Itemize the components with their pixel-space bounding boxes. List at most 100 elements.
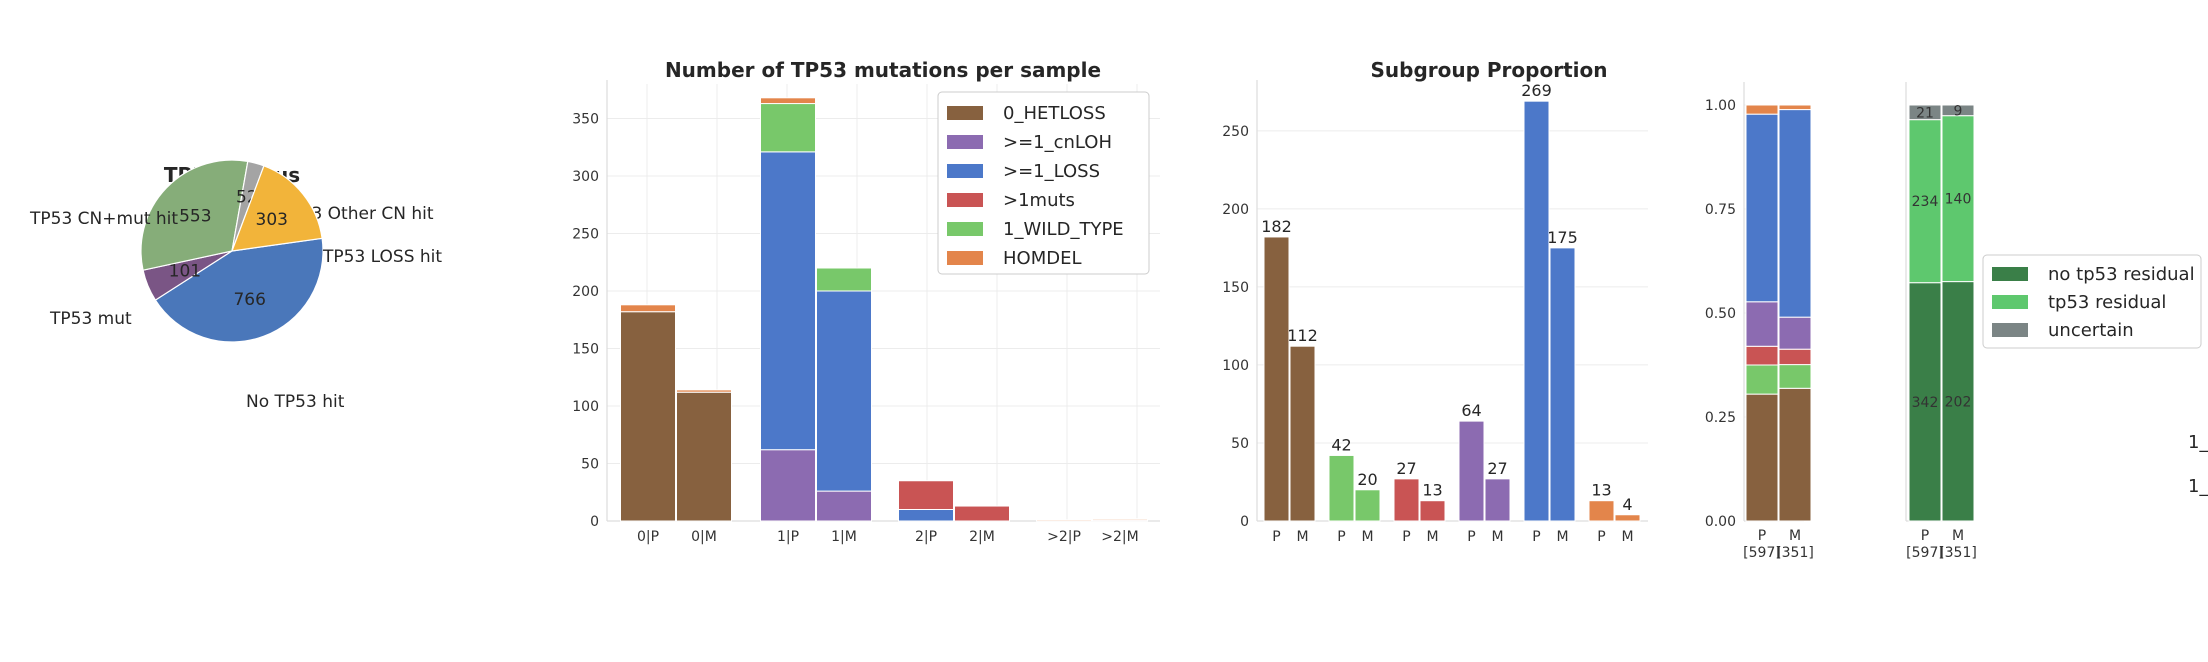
x-tick-label: M: [1491, 529, 1503, 545]
bar-value-label: 20: [1357, 470, 1377, 489]
legend-label: no tp53 residual: [2048, 264, 2195, 285]
stacked-bar-segment: [816, 290, 872, 492]
stacked-bar-segment: [816, 490, 872, 522]
y-tick-label: 0.75: [1705, 202, 1736, 218]
bar-value-label: 27: [1396, 459, 1416, 478]
y-tick-label: 0: [590, 514, 599, 530]
y-tick-label: 250: [1222, 124, 1249, 140]
stacked-bar-segment: [1092, 518, 1148, 521]
panel-title: Subgroup Proportion: [1371, 58, 1608, 82]
x-tick-label: P: [1597, 529, 1605, 545]
segment-count-label: 234: [1912, 194, 1939, 210]
x-tick-label: M: [1556, 529, 1568, 545]
stacked-bar-segment: [760, 151, 816, 451]
segment-count-label: 21: [1916, 105, 1934, 121]
x-tick-label: M: [1296, 529, 1308, 545]
legend-label: 0_HETLOSS: [1003, 103, 1106, 124]
y-tick-label: 250: [572, 227, 599, 243]
bar-value-label: 4: [1622, 495, 1632, 514]
bar: [1484, 478, 1511, 522]
stacked-bar-segment: [1778, 316, 1812, 350]
stacked-bar-segment: [1908, 119, 1942, 284]
y-tick-label: 150: [1222, 280, 1249, 296]
stacked-bar-segment: [816, 267, 872, 292]
bar: [1549, 247, 1576, 522]
bar: [1328, 454, 1355, 522]
x-tick-label: 1|M: [831, 529, 857, 545]
legend-label: >=1_LOSS: [1003, 161, 1100, 182]
bar: [1523, 100, 1550, 522]
y-tick-label: 50: [1231, 436, 1249, 452]
y-tick-label: 300: [572, 169, 599, 185]
bar-value-label: 13: [1422, 481, 1442, 500]
bar: [1354, 489, 1381, 522]
y-tick-label: 100: [1222, 358, 1249, 374]
y-tick-label: 0.25: [1705, 410, 1736, 426]
clipped-label: 1_: [2188, 432, 2208, 453]
stacked-bar-segment: [1745, 364, 1779, 395]
x-tick-label: P: [1921, 528, 1929, 544]
bar-value-label: 64: [1461, 401, 1481, 420]
clipped-label: 1_: [2188, 476, 2208, 497]
stacked-bar-segment: [676, 391, 732, 522]
legend-label: HOMDEL: [1003, 248, 1082, 269]
pie-value-label: 101: [169, 261, 201, 281]
legend-label: >=1_cnLOH: [1003, 132, 1112, 153]
pie-slice: [140, 159, 249, 271]
bar-value-label: 27: [1487, 459, 1507, 478]
legend-label: tp53 residual: [2048, 292, 2166, 313]
stacked-bar-segment: [954, 505, 1010, 522]
x-tick-label: 0|M: [691, 529, 717, 545]
pie-value-label: 766: [233, 290, 265, 310]
stacked-bar-segment: [898, 509, 954, 522]
x-tick-label: >2|P: [1047, 529, 1081, 545]
stacked-bar-segment: [1778, 109, 1812, 318]
legend-label: 1_WILD_TYPE: [1003, 219, 1124, 240]
x-tick-label: M: [1426, 529, 1438, 545]
y-tick-label: 1.00: [1705, 98, 1736, 114]
y-tick-label: 350: [572, 112, 599, 128]
stacked-bar-segment: [1745, 345, 1779, 366]
x-tick-sublabel: [351]: [1939, 545, 1977, 561]
x-tick-label: 2|P: [915, 529, 937, 545]
legend-swatch: [947, 222, 983, 236]
pie-value-label: 553: [179, 207, 211, 227]
legend-swatch: [947, 193, 983, 207]
stacked-bar-segment: [1745, 104, 1779, 115]
stacked-bar-segment: [898, 480, 954, 510]
panel-title: Number of TP53 mutations per sample: [665, 58, 1101, 82]
x-tick-sublabel: [351]: [1776, 545, 1814, 561]
x-tick-label: M: [1789, 528, 1801, 544]
y-tick-label: 200: [572, 284, 599, 300]
bar: [1289, 345, 1316, 522]
stacked-bar-segment: [620, 304, 676, 313]
bar: [1458, 420, 1485, 522]
x-tick-label: P: [1532, 529, 1540, 545]
bar-value-label: 175: [1547, 228, 1578, 247]
pie-slice-label: No TP53 hit: [246, 392, 345, 412]
stacked-bar-segment: [1778, 364, 1812, 389]
stacked-bar-segment: [760, 449, 816, 522]
bar-value-label: 269: [1521, 81, 1552, 100]
stacked-bar-segment: [1941, 104, 1975, 117]
pie-slice-label: TP53 CN+mut hit: [29, 209, 178, 229]
x-tick-label: P: [1758, 528, 1766, 544]
stacked-bar-segment: [676, 389, 732, 393]
bar: [1614, 514, 1641, 522]
legend-swatch: [947, 164, 983, 178]
legend-box: [1982, 254, 2202, 349]
x-tick-label: P: [1272, 529, 1280, 545]
pie-slice-label: TP53 LOSS hit: [322, 247, 442, 267]
stacked-bar-segment: [1778, 387, 1812, 522]
x-tick-label: 1|P: [777, 529, 799, 545]
x-tick-label: P: [1402, 529, 1410, 545]
y-tick-label: 50: [581, 457, 599, 473]
stacked-bar-segment: [1908, 282, 1942, 522]
legend-box: [937, 91, 1150, 275]
bar-value-label: 13: [1591, 481, 1611, 500]
x-tick-sublabel: [597]: [1743, 545, 1781, 561]
y-tick-label: 0.50: [1705, 306, 1736, 322]
stacked-bar-segment: [1778, 104, 1812, 111]
y-tick-label: 0.00: [1705, 514, 1736, 530]
